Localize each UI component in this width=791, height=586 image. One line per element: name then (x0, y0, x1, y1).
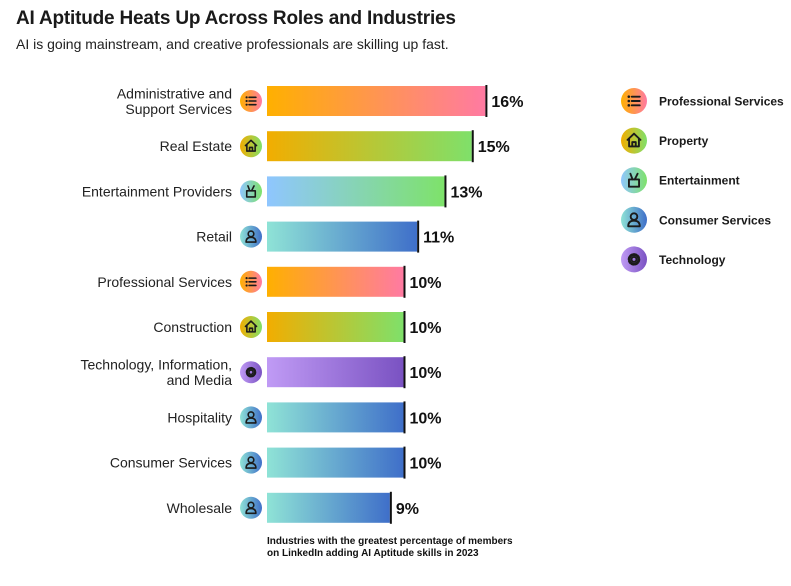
bar-row: 10% Professional Services (97, 265, 442, 298)
person-icon (240, 451, 262, 474)
house-icon (240, 316, 262, 338)
legend-label: Property (659, 134, 709, 148)
person-icon (240, 406, 262, 429)
bar (267, 312, 404, 342)
category-label: Real Estate (160, 138, 233, 154)
value-label: 13% (450, 184, 482, 201)
category-label: Professional Services (97, 274, 232, 290)
legend-label: Professional Services (659, 95, 784, 109)
legend-label: Technology (659, 253, 726, 267)
value-label: 9% (396, 501, 419, 518)
gear-icon (240, 361, 262, 384)
legend-item: Property (621, 127, 709, 154)
bar-row: 10% Technology, Information, and Media (81, 356, 442, 389)
bar-row: 10% Construction (153, 311, 442, 343)
bar (267, 86, 486, 116)
legend-label: Entertainment (659, 174, 740, 188)
bar-row: 10% Hospitality (167, 401, 442, 434)
bar (267, 266, 404, 297)
list-icon (621, 88, 647, 114)
bar (267, 176, 445, 207)
category-label: Hospitality (167, 409, 232, 425)
category-label: Entertainment Providers (82, 183, 232, 199)
caption-line-2: on LinkedIn adding AI Aptitude skills in… (267, 548, 479, 559)
bar-row: 11% Retail (196, 220, 454, 253)
chart-subtitle: AI is going mainstream, and creative pro… (16, 36, 449, 52)
value-label: 15% (478, 139, 510, 156)
house-icon (240, 135, 262, 158)
category-label: Wholesale (167, 500, 233, 516)
category-label: Administrative and Support Services (117, 85, 232, 117)
bar (267, 357, 404, 388)
legend-item: Entertainment (621, 167, 740, 194)
person-icon (240, 496, 262, 519)
bar (267, 402, 404, 433)
value-label: 10% (410, 275, 442, 292)
chart-caption: Industries with the greatest percentage … (267, 536, 513, 560)
value-label: 10% (410, 365, 442, 382)
caption-line-1: Industries with the greatest percentage … (267, 536, 513, 547)
person-icon (240, 225, 262, 248)
bar-row: 16% Administrative and Support Services (117, 85, 523, 117)
bar (267, 492, 390, 523)
value-label: 11% (423, 230, 454, 247)
house-icon (621, 127, 647, 154)
value-label: 10% (410, 320, 442, 337)
bar-row: 15% Real Estate (160, 130, 510, 163)
gear-icon (621, 246, 647, 273)
bar (267, 131, 472, 162)
category-label: Technology, Information, and Media (81, 356, 233, 388)
legend-item: Professional Services (621, 88, 784, 114)
list-icon (240, 270, 262, 293)
legend-item: Consumer Services (621, 206, 771, 233)
hand-icon (240, 180, 262, 203)
bar-row: 9% Wholesale (167, 491, 419, 524)
hand-icon (621, 167, 647, 194)
category-label: Consumer Services (110, 455, 232, 471)
category-label: Retail (196, 229, 232, 245)
bar (267, 221, 418, 252)
legend-label: Consumer Services (659, 213, 771, 227)
value-label: 10% (410, 456, 442, 473)
bar (267, 447, 404, 478)
list-icon (240, 90, 262, 112)
bar-row: 13% Entertainment Providers (82, 175, 482, 208)
value-label: 10% (410, 410, 442, 427)
category-label: Construction (153, 319, 232, 335)
value-label: 16% (491, 94, 523, 111)
bar-row: 10% Consumer Services (110, 446, 442, 479)
legend-item: Technology (621, 246, 726, 273)
chart-title: AI Aptitude Heats Up Across Roles and In… (16, 8, 456, 29)
person-icon (621, 206, 647, 233)
